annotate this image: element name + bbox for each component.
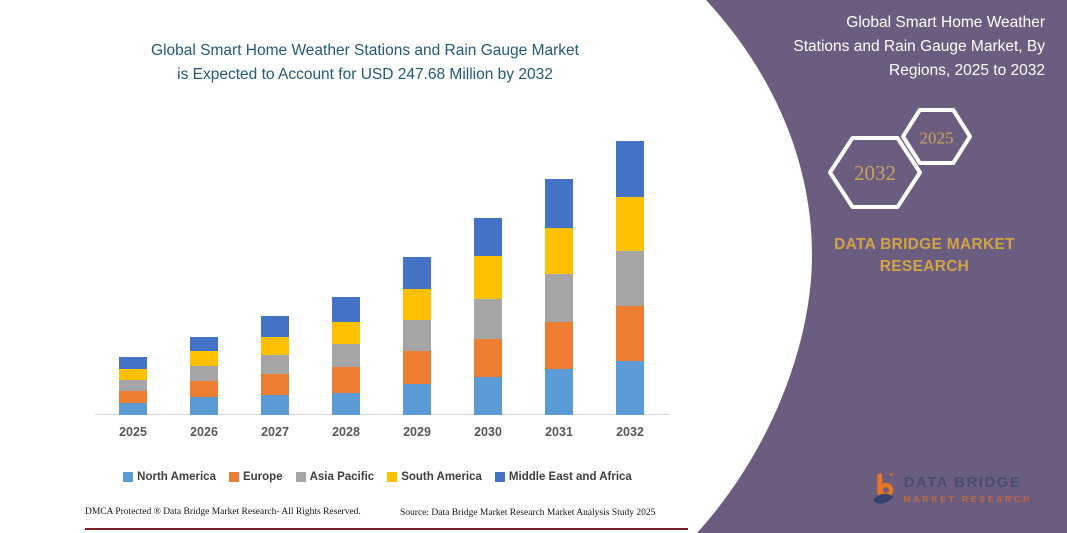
chart-title-line2: is Expected to Account for USD 247.68 Mi… bbox=[177, 65, 553, 83]
hexagon-2032-outline bbox=[828, 136, 922, 209]
bar-2025 bbox=[119, 357, 147, 415]
panel-title-line3: Regions, 2025 to 2032 bbox=[889, 62, 1045, 79]
bar-segment-europe bbox=[616, 306, 644, 361]
bar-segment-south-america bbox=[616, 197, 644, 251]
bar-segment-north-america bbox=[261, 395, 289, 415]
bar-segment-europe bbox=[403, 351, 431, 384]
panel-title: Global Smart Home Weather Stations and R… bbox=[755, 11, 1045, 83]
bar-segment-middle-east-and-africa bbox=[545, 179, 573, 228]
bar-segment-middle-east-and-africa bbox=[332, 297, 360, 322]
x-axis-label-2027: 2027 bbox=[261, 425, 289, 439]
bar-segment-south-america bbox=[332, 322, 360, 344]
hexagon-2032-label: 2032 bbox=[854, 161, 896, 185]
bar-segment-north-america bbox=[403, 384, 431, 415]
hexagon-2025-outline bbox=[901, 108, 972, 165]
x-axis-label-2028: 2028 bbox=[332, 425, 360, 439]
bar-2027 bbox=[261, 316, 289, 415]
legend-item-asia-pacific: Asia Pacific bbox=[295, 471, 375, 483]
panel-title-line2: Stations and Rain Gauge Market, By bbox=[793, 38, 1045, 55]
legend-label: Middle East and Africa bbox=[508, 471, 632, 483]
hexagon-2025-label: 2025 bbox=[920, 129, 954, 148]
bar-2026 bbox=[190, 337, 218, 415]
x-axis-label-2030: 2030 bbox=[474, 425, 502, 439]
data-bridge-logo: DATA BRIDGE MARKET RESEARCH bbox=[872, 458, 1032, 520]
footer-divider-line bbox=[85, 528, 688, 530]
bar-segment-asia-pacific bbox=[119, 380, 147, 391]
legend-marker-north-america bbox=[123, 472, 134, 482]
legend-item-south-america: South America bbox=[387, 471, 482, 483]
bar-segment-asia-pacific bbox=[545, 274, 573, 322]
x-axis-label-2025: 2025 bbox=[119, 425, 147, 439]
panel-title-line1: Global Smart Home Weather bbox=[846, 14, 1045, 31]
bar-segment-south-america bbox=[119, 369, 147, 380]
bar-segment-middle-east-and-africa bbox=[616, 141, 644, 197]
bar-segment-south-america bbox=[261, 337, 289, 355]
legend-marker-asia-pacific bbox=[295, 472, 306, 482]
bar-segment-europe bbox=[261, 374, 289, 395]
legend-item-middle-east-and-africa: Middle East and Africa bbox=[494, 471, 632, 483]
bar-segment-middle-east-and-africa bbox=[119, 357, 147, 369]
panel-curve-shape bbox=[697, 0, 1067, 533]
bar-segment-north-america bbox=[332, 393, 360, 415]
bar-2031 bbox=[545, 179, 573, 415]
data-bridge-logo-mark bbox=[873, 473, 894, 504]
legend-label: North America bbox=[137, 471, 216, 483]
chart-title-line1: Global Smart Home Weather Stations and R… bbox=[151, 42, 579, 59]
chart-legend: North America Europe Asia Pacific South Ame… bbox=[80, 471, 675, 483]
bar-segment-north-america bbox=[616, 361, 644, 415]
bar-segment-middle-east-and-africa bbox=[261, 316, 289, 337]
legend-marker-middle-east-and-africa bbox=[494, 472, 505, 482]
bar-segment-south-america bbox=[403, 289, 431, 320]
legend-label: South America bbox=[401, 471, 482, 483]
brand-name-text: DATA BRIDGE MARKET RESEARCH bbox=[834, 236, 1015, 275]
footer-source-text: Source: Data Bridge Market Research Mark… bbox=[400, 508, 656, 518]
bar-segment-north-america bbox=[474, 377, 502, 415]
x-axis-label-2032: 2032 bbox=[616, 425, 644, 439]
bar-2028 bbox=[332, 297, 360, 415]
bar-segment-asia-pacific bbox=[261, 355, 289, 374]
bar-segment-south-america bbox=[190, 351, 218, 366]
bar-segment-north-america bbox=[190, 397, 218, 415]
bar-segment-asia-pacific bbox=[332, 344, 360, 367]
bar-segment-europe bbox=[119, 391, 147, 403]
bar-segment-europe bbox=[545, 322, 573, 369]
bar-segment-middle-east-and-africa bbox=[403, 257, 431, 289]
bar-2032 bbox=[616, 141, 644, 415]
logo-market-research-text: MARKET RESEARCH bbox=[903, 494, 1032, 504]
bar-segment-north-america bbox=[545, 369, 573, 415]
legend-item-north-america: North America bbox=[123, 471, 216, 483]
x-axis-label-2029: 2029 bbox=[403, 425, 431, 439]
bar-segment-north-america bbox=[119, 403, 147, 415]
logo-text-block: DATA BRIDGE MARKET RESEARCH bbox=[904, 474, 1032, 504]
bar-segment-asia-pacific bbox=[474, 299, 502, 339]
footer-dmca-text: DMCA Protected ® Data Bridge Market Rese… bbox=[85, 507, 361, 517]
legend-label: Europe bbox=[242, 471, 283, 483]
bar-segment-asia-pacific bbox=[616, 251, 644, 306]
stacked-bar-chart: 2025 2026 2027 2028 2029 2030 2031 2032 bbox=[95, 141, 670, 439]
bar-segment-europe bbox=[474, 339, 502, 377]
year-hexagons: 2032 2025 bbox=[828, 108, 972, 209]
bar-segment-middle-east-and-africa bbox=[190, 337, 218, 351]
x-axis-label-2026: 2026 bbox=[190, 425, 218, 439]
bar-2030 bbox=[474, 218, 502, 415]
legend-item-europe: Europe bbox=[228, 471, 283, 483]
bar-segment-asia-pacific bbox=[403, 320, 431, 351]
bar-segment-south-america bbox=[545, 228, 573, 274]
x-axis-line bbox=[95, 414, 670, 415]
bar-segment-europe bbox=[332, 367, 360, 393]
legend-label: Asia Pacific bbox=[309, 471, 375, 483]
logo-data-bridge-text: DATA BRIDGE bbox=[903, 474, 1022, 491]
chart-title: Global Smart Home Weather Stations and R… bbox=[60, 39, 670, 86]
bar-segment-south-america bbox=[474, 256, 502, 299]
legend-marker-south-america bbox=[387, 472, 398, 482]
legend-marker-europe bbox=[228, 472, 239, 482]
bar-2029 bbox=[403, 257, 431, 415]
bar-segment-middle-east-and-africa bbox=[474, 218, 502, 256]
bar-segment-europe bbox=[190, 381, 218, 397]
bar-segment-asia-pacific bbox=[190, 366, 218, 381]
x-axis-label-2031: 2031 bbox=[545, 425, 573, 439]
